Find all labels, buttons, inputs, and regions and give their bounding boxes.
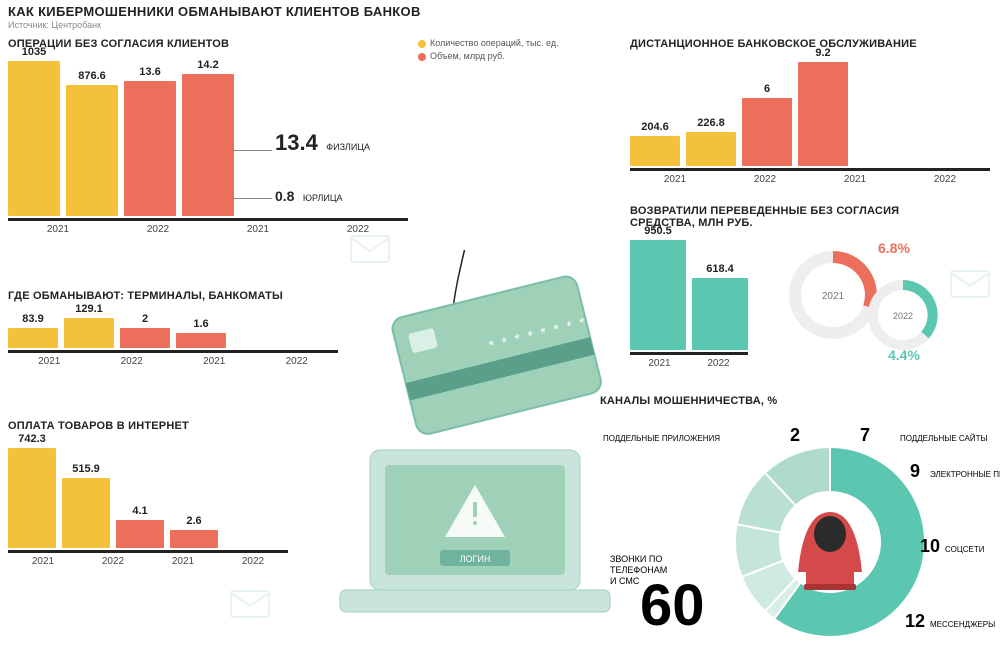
fiz-label: ФИЗЛИЦА — [326, 142, 370, 152]
svg-text:12: 12 — [905, 611, 925, 631]
yur-value: 0.8 — [275, 188, 294, 204]
center-illustration: ЛОГИН * * * * * * * * — [300, 250, 630, 630]
atm-title: ГДЕ ОБМАНЫВАЮТ: ТЕРМИНАЛЫ, БАНКОМАТЫ — [8, 290, 338, 302]
internet-title: ОПЛАТА ТОВАРОВ В ИНТЕРНЕТ — [8, 420, 288, 432]
svg-text:ЛОГИН: ЛОГИН — [460, 554, 491, 564]
envelope-icon — [230, 590, 270, 620]
legend-ops-label: Количество операций, тыс. ед. — [430, 38, 559, 48]
pointer-fiz — [232, 150, 272, 151]
channels-title: КАНАЛЫ МОШЕННИЧЕСТВА, % — [600, 395, 1000, 407]
svg-text:10: 10 — [920, 536, 940, 556]
svg-text:2021: 2021 — [822, 291, 845, 302]
pointer-yur — [232, 198, 272, 199]
svg-text:ЭЛЕКТРОННЫЕ ПИСЬМА: ЭЛЕКТРОННЫЕ ПИСЬМА — [930, 470, 1000, 479]
legend-vol-label: Объем, млрд руб. — [430, 51, 505, 61]
svg-text:2022: 2022 — [893, 311, 913, 321]
chart-returned: ВОЗВРАТИЛИ ПЕРЕВЕДЕННЫЕ БЕЗ СОГЛАСИЯ СРЕ… — [630, 205, 990, 369]
chart-atm: ГДЕ ОБМАНЫВАЮТ: ТЕРМИНАЛЫ, БАНКОМАТЫ 83.… — [8, 290, 338, 367]
svg-text:9: 9 — [910, 461, 920, 481]
chart-channels: КАНАЛЫ МОШЕННИЧЕСТВА, % 2ПОДДЕЛЬНЫЕ ПРИЛ… — [600, 395, 1000, 652]
legend-dot-ops — [418, 40, 426, 48]
source-label: Источник: Центробанк — [8, 20, 101, 30]
split-yur: 0.8 ЮРЛИЦА — [275, 188, 343, 206]
svg-text:ПОДДЕЛЬНЫЕ САЙТЫ: ПОДДЕЛЬНЫЕ САЙТЫ — [900, 434, 988, 443]
page-title: КАК КИБЕРМОШЕННИКИ ОБМАНЫВАЮТ КЛИЕНТОВ Б… — [8, 4, 421, 19]
split-fiz: 13.4 ФИЗЛИЦА — [275, 130, 370, 156]
yur-label: ЮРЛИЦА — [303, 193, 343, 203]
svg-text:СОЦСЕТИ: СОЦСЕТИ — [945, 545, 985, 554]
svg-text:7: 7 — [860, 425, 870, 445]
envelope-icon — [950, 270, 990, 300]
non-consent-title: ОПЕРАЦИИ БЕЗ СОГЛАСИЯ КЛИЕНТОВ — [8, 38, 408, 50]
legend-dot-vol — [418, 53, 426, 61]
svg-text:МЕССЕНДЖЕРЫ: МЕССЕНДЖЕРЫ — [930, 620, 995, 629]
svg-text:2: 2 — [790, 425, 800, 445]
chart-internet: ОПЛАТА ТОВАРОВ В ИНТЕРНЕТ 742.3515.94.12… — [8, 420, 288, 567]
svg-text:6.8%: 6.8% — [878, 240, 910, 256]
legend: Количество операций, тыс. ед. Объем, млр… — [418, 38, 559, 61]
envelope-icon — [350, 235, 390, 265]
chart-remote: ДИСТАНЦИОННОЕ БАНКОВСКОЕ ОБСЛУЖИВАНИЕ 20… — [630, 38, 990, 185]
returned-pct-rings: 2021 2022 6.8% 4.4% — [778, 235, 958, 365]
svg-text:4.4%: 4.4% — [888, 347, 920, 363]
svg-text:60: 60 — [640, 573, 705, 638]
fiz-value: 13.4 — [275, 130, 318, 155]
channels-pie: 2ПОДДЕЛЬНЫЕ ПРИЛОЖЕНИЯ7ПОДДЕЛЬНЫЕ САЙТЫ9… — [600, 407, 1000, 647]
